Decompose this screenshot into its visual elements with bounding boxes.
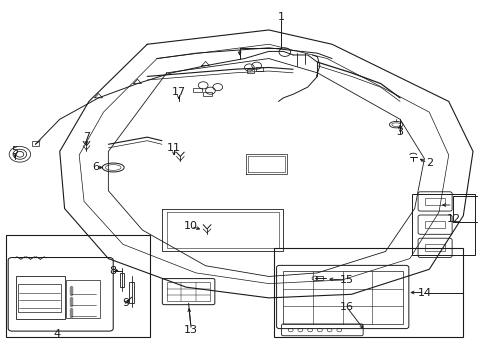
Bar [119,273,124,287]
Bar [129,282,134,303]
Bar [411,194,474,255]
Bar [425,244,444,251]
Text: 6: 6 [93,162,100,172]
Bar [203,92,211,96]
Text: 7: 7 [83,132,90,142]
Text: 8: 8 [109,266,117,276]
Text: 2: 2 [425,158,432,168]
Text: 14: 14 [416,288,430,297]
Bar [19,284,61,312]
Text: 1: 1 [277,13,284,22]
Text: 11: 11 [167,143,181,153]
Text: 12: 12 [446,214,460,224]
Bar [193,88,202,93]
Bar [66,280,100,318]
Bar [32,141,39,146]
Bar [6,235,149,337]
Bar [166,282,210,301]
Bar [255,67,263,71]
Bar [246,69,254,73]
Bar [273,248,462,337]
Text: 10: 10 [183,221,198,231]
Text: 15: 15 [339,275,353,285]
Bar [316,276,323,280]
Bar [16,276,64,319]
Text: 5: 5 [12,147,19,157]
Text: 17: 17 [171,87,185,98]
Bar [425,198,444,205]
Text: 16: 16 [339,302,353,312]
Bar [283,271,402,324]
Text: 9: 9 [122,298,129,308]
Text: 3: 3 [396,127,403,137]
Text: 13: 13 [183,325,198,335]
Bar [425,221,444,228]
Text: 4: 4 [54,329,61,339]
